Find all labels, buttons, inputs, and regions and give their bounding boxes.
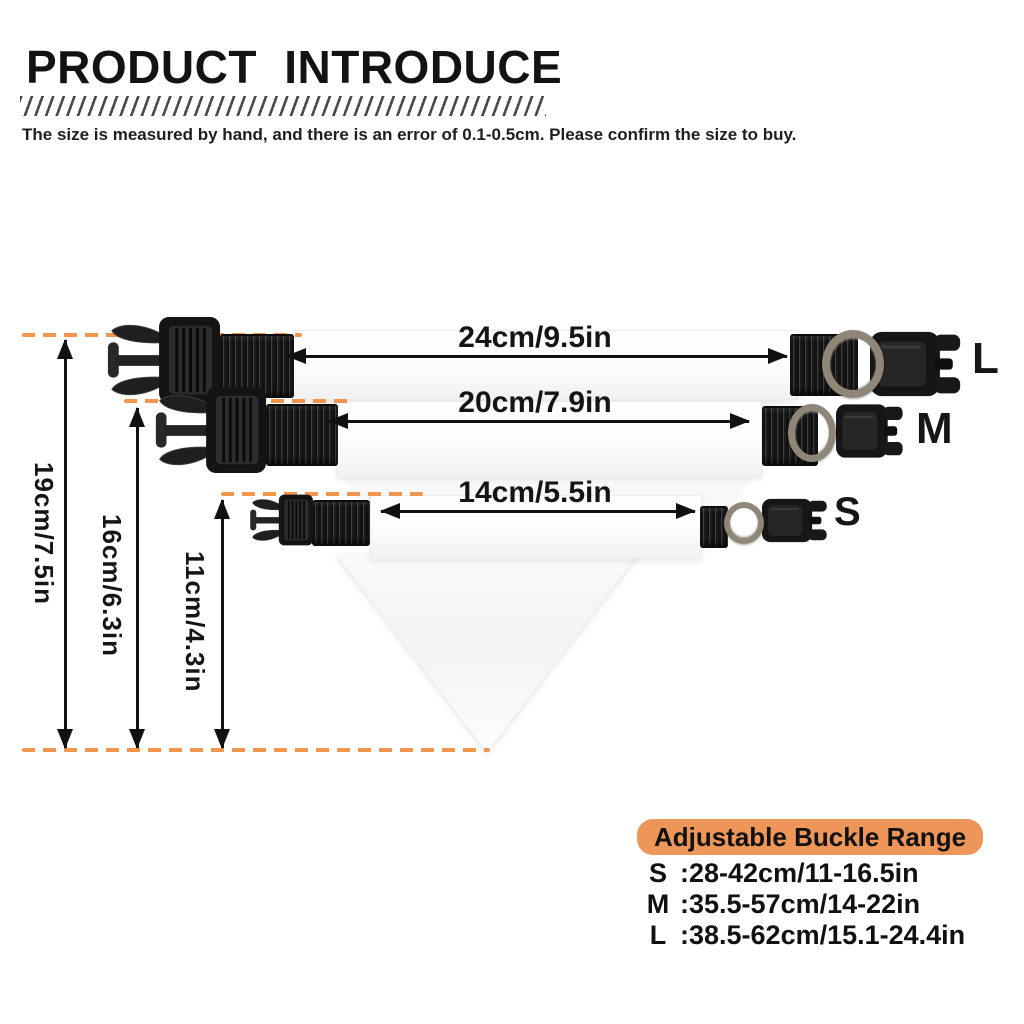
female-buckle-large-graphic bbox=[870, 331, 961, 397]
width-arrow-large bbox=[286, 348, 788, 364]
buckle-range-value-l: :38.5-62cm/15.1-24.4in bbox=[680, 920, 966, 950]
page-title: PRODUCT INTRODUCE bbox=[26, 41, 563, 93]
buckle-range-list: S:28-42cm/11-16.5in M:35.5-57cm/14-22in … bbox=[636, 858, 1016, 951]
collar-band-small bbox=[370, 495, 702, 559]
buckle-range-title-badge: Adjustable Buckle Range bbox=[637, 819, 983, 855]
height-label-large: 19cm/7.5in bbox=[29, 462, 59, 605]
buckle-range-size-m: M bbox=[646, 889, 670, 919]
buckle-range-row-s: S :28-42cm/11-16.5in bbox=[636, 858, 1016, 889]
webbing-left-small bbox=[312, 500, 370, 546]
collar-band-medium bbox=[336, 401, 762, 477]
height-arrow-small bbox=[214, 499, 230, 749]
size-disclaimer: The size is measured by hand, and there … bbox=[22, 125, 797, 144]
d-ring-small bbox=[724, 502, 764, 544]
buckle-range-value-m: :35.5-57cm/14-22in bbox=[680, 889, 921, 919]
male-buckle-large-graphic bbox=[107, 316, 221, 404]
d-ring-large bbox=[822, 330, 884, 398]
width-arrow-small bbox=[380, 503, 696, 519]
bandana-triangle-shape bbox=[336, 554, 638, 752]
height-arrow-medium bbox=[129, 407, 145, 749]
width-label-large: 24cm/9.5in bbox=[458, 321, 612, 354]
size-letter-large: L bbox=[972, 334, 999, 383]
webbing-left-medium bbox=[266, 404, 338, 466]
height-arrow-large bbox=[57, 339, 73, 749]
buckle-range-row-l: L :38.5-62cm/15.1-24.4in bbox=[636, 920, 1016, 951]
size-letter-small: S bbox=[834, 490, 861, 534]
female-buckle-small-graphic bbox=[762, 498, 827, 543]
d-ring-medium bbox=[788, 404, 836, 462]
male-buckle-small-graphic bbox=[250, 494, 313, 546]
bandana-triangle bbox=[336, 554, 638, 752]
height-label-small: 11cm/4.3in bbox=[180, 551, 210, 693]
buckle-range-size-l: L bbox=[649, 920, 667, 950]
width-label-small: 14cm/5.5in bbox=[458, 476, 612, 509]
buckle-range-size-s: S bbox=[648, 858, 667, 888]
width-label-medium: 20cm/7.9in bbox=[458, 386, 612, 419]
size-letter-medium: M bbox=[916, 404, 953, 453]
female-buckle-medium-graphic bbox=[836, 404, 903, 458]
width-arrow-medium bbox=[328, 413, 750, 429]
male-buckle-medium-graphic bbox=[155, 386, 267, 474]
hatch-divider bbox=[20, 96, 546, 116]
buckle-range-row-m: M :35.5-57cm/14-22in bbox=[636, 889, 1016, 920]
webbing-right-small bbox=[700, 506, 728, 548]
height-label-medium: 16cm/6.3in bbox=[97, 514, 127, 657]
buckle-range-value-s: :28-42cm/11-16.5in bbox=[680, 858, 919, 888]
guide-dash-small-top bbox=[221, 492, 423, 496]
collar-band-large bbox=[292, 330, 799, 400]
guide-dash-bottom bbox=[22, 748, 490, 752]
